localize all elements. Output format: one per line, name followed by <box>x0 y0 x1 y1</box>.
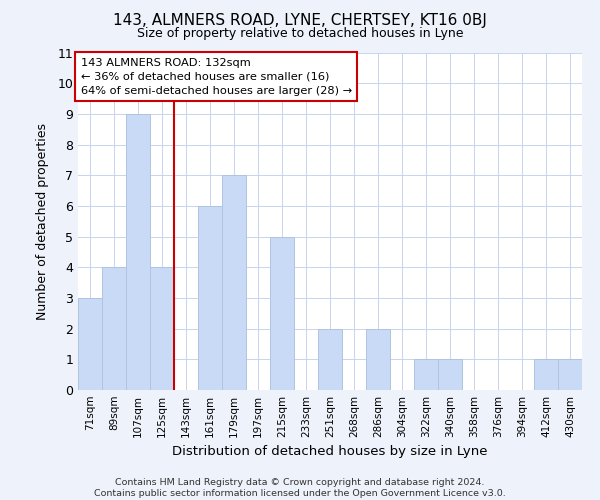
Bar <box>151 268 173 390</box>
Bar <box>271 236 293 390</box>
Y-axis label: Number of detached properties: Number of detached properties <box>36 122 49 320</box>
Bar <box>439 360 461 390</box>
X-axis label: Distribution of detached houses by size in Lyne: Distribution of detached houses by size … <box>172 446 488 458</box>
Text: 143, ALMNERS ROAD, LYNE, CHERTSEY, KT16 0BJ: 143, ALMNERS ROAD, LYNE, CHERTSEY, KT16 … <box>113 12 487 28</box>
Bar <box>79 298 101 390</box>
Bar <box>415 360 437 390</box>
Text: Contains HM Land Registry data © Crown copyright and database right 2024.
Contai: Contains HM Land Registry data © Crown c… <box>94 478 506 498</box>
Text: Size of property relative to detached houses in Lyne: Size of property relative to detached ho… <box>137 28 463 40</box>
Bar <box>127 114 149 390</box>
Bar <box>199 206 221 390</box>
Bar <box>367 328 389 390</box>
Text: 143 ALMNERS ROAD: 132sqm
← 36% of detached houses are smaller (16)
64% of semi-d: 143 ALMNERS ROAD: 132sqm ← 36% of detach… <box>80 58 352 96</box>
Bar <box>103 268 125 390</box>
Bar <box>223 175 245 390</box>
Bar <box>319 328 341 390</box>
Bar <box>559 360 581 390</box>
Bar <box>535 360 557 390</box>
